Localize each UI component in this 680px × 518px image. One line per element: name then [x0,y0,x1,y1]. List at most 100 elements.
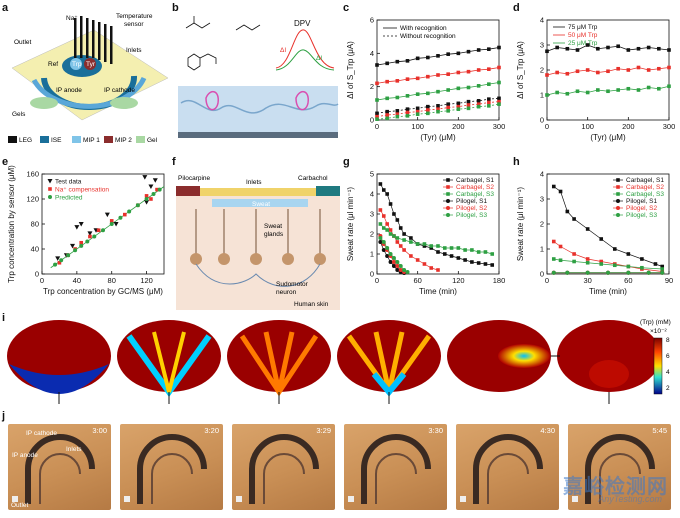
data-point [395,79,400,83]
data-point [463,258,467,262]
data-point [378,222,383,226]
gland-coils [190,253,326,265]
data-point [415,106,420,111]
legend-swatch-gel [136,136,145,143]
mip1-electrode [70,58,82,70]
data-point [667,48,671,52]
data-point [79,240,84,245]
y-tick-label: 80 [31,220,39,229]
data-point [585,260,590,265]
label-inlets: Inlets [126,47,142,54]
data-point [626,86,631,91]
data-point [565,209,570,214]
data-point [378,236,383,240]
plot-frame [376,19,500,121]
chart-c-svg: 0 100 200 300 0 2 4 6 (Tyr) (μM) ΔI of S_Trp (μA)… [346,16,505,143]
y-axis-label: Sweat rate (μl min⁻¹) [346,187,355,262]
sim-frame-4 [337,320,441,397]
legend-label: MIP 2 [115,137,132,144]
data-point [572,252,576,256]
sim-outlet-arrows [58,355,610,404]
y-axis-label: Sweat rate (μl min⁻¹) [516,187,525,262]
data-point [429,266,434,270]
molecule-structures [185,16,261,71]
data-point [558,258,563,263]
data-point [558,244,563,249]
data-point [466,85,471,90]
x-tick-label: 0 [375,122,379,131]
data-point [415,109,420,114]
data-point [391,256,396,260]
panel-label-j: j [2,410,6,422]
data-point [551,257,556,261]
data-point [487,97,491,101]
data-point [555,90,559,95]
data-point [392,234,396,238]
data-point [395,240,400,244]
data-point [395,268,400,272]
data-point [483,262,488,266]
dpv-inset: DPV ΔI ΔI [275,19,335,71]
sweat-layer [212,199,308,207]
data-point [385,113,389,117]
legend-label: LEG [19,137,32,144]
data-point [446,109,450,113]
data-point [101,228,105,233]
label-trp: Trp [72,61,82,68]
legend-label: Pilogel, S3 [456,212,487,219]
data-point [398,264,403,268]
y-tick-label: 1 [540,245,544,254]
legend-label: 25 μM Trp [568,40,598,47]
data-point [92,234,97,239]
data-point [405,77,410,81]
x-tick-label: 200 [622,122,635,131]
data-point [381,188,386,192]
data-point [490,252,495,256]
data-point [616,206,620,210]
panel-label-e: e [2,156,9,168]
x-tick-label: 100 [411,122,424,131]
label-carbachol: Carbachol [298,175,328,182]
data-point [47,179,53,184]
data-point [446,72,450,76]
data-point [78,222,84,227]
chart-g: 0 60 120 180 0 1 2 3 4 5 Time (min) Sweat rate (μl … [343,164,508,310]
data-point [415,56,420,61]
data-point [378,208,383,212]
data-point [446,206,450,210]
nerve-fibers [195,263,321,287]
data-point [436,250,440,254]
data-point [660,267,665,271]
panel-i-simulations: (Trp) (mM) ×10⁻² 8 6 4 2 [4,314,676,410]
y-axis-label: ΔI of S_Trp (μA) [346,41,355,99]
simulation-row: (Trp) (mM) ×10⁻² 8 6 4 2 [7,319,671,404]
data-point [144,200,150,205]
data-point [551,239,556,244]
data-point [476,261,481,265]
data-point [375,81,379,86]
label-temperature: Temperature [116,13,153,20]
data-point [640,265,644,270]
data-point [405,59,410,63]
data-point [436,89,440,94]
data-point [409,236,413,240]
data-point [157,187,162,192]
data-point [381,248,386,252]
y-tick-label: 3 [540,41,544,50]
data-point [388,228,393,232]
y-tick-label: 4 [370,49,374,58]
colorbar-tick-label: 2 [666,385,670,392]
legend-label: Carbagel, S2 [456,184,494,191]
x-axis-label: Time (min) [419,287,457,296]
electrode-surface [178,132,338,138]
data-point [660,270,665,275]
legend-label: Na⁺ compensation [55,187,109,194]
data-point [88,234,92,239]
data-point [616,199,620,203]
data-point [104,212,110,218]
photo-timestamp: 5:45 [652,426,667,435]
photo-timestamp: 4:30 [540,426,555,435]
data-point [375,111,379,116]
label-sweat: Sweat [252,201,270,208]
data-point [449,246,454,250]
